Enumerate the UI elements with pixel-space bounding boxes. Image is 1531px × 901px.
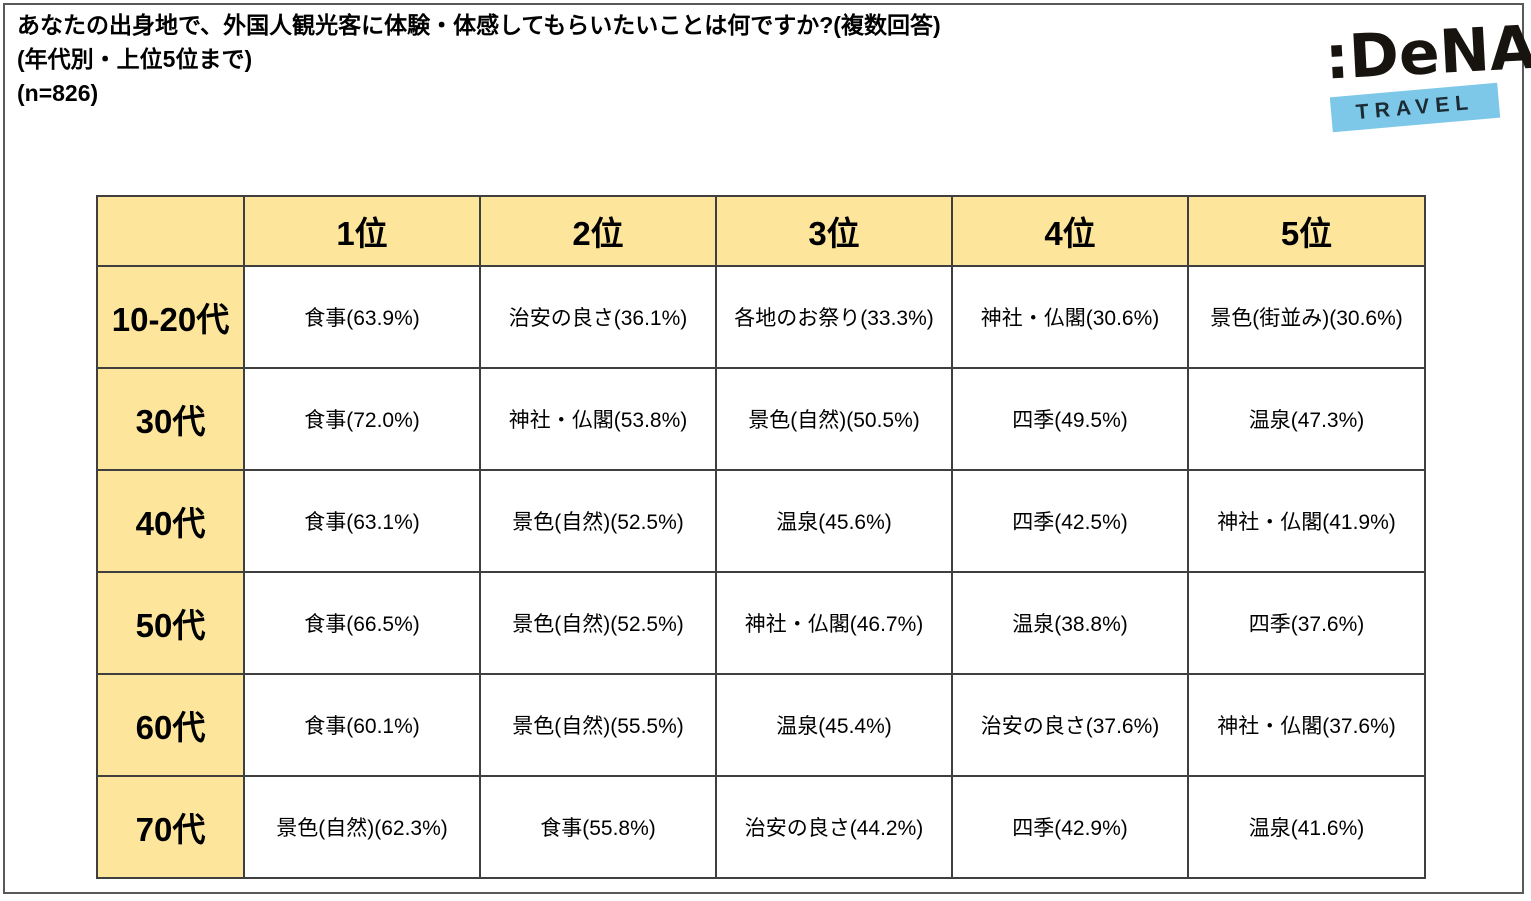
rank-cell: 温泉(45.6%) xyxy=(715,469,953,573)
table-row: 70代 景色(自然)(62.3%) 食事(55.8%) 治安の良さ(44.2%)… xyxy=(96,775,1426,879)
title-block: あなたの出身地で、外国人観光客に体験・体感してもらいたいことは何ですか?(複数回… xyxy=(17,8,941,110)
rank-cell: 治安の良さ(37.6%) xyxy=(951,673,1189,777)
rank-cell: 景色(街並み)(30.6%) xyxy=(1187,265,1426,369)
rank-cell: 四季(37.6%) xyxy=(1187,571,1426,675)
rank-cell: 食事(55.8%) xyxy=(479,775,717,879)
rank-cell: 景色(自然)(62.3%) xyxy=(243,775,481,879)
rank-cell: 四季(49.5%) xyxy=(951,367,1189,471)
rank-column-header: 4位 xyxy=(951,195,1189,267)
rank-cell: 食事(72.0%) xyxy=(243,367,481,471)
rank-cell: 神社・仏閣(53.8%) xyxy=(479,367,717,471)
page-frame xyxy=(3,3,1524,894)
rank-cell: 食事(60.1%) xyxy=(243,673,481,777)
dena-logo-text: :DeNA xyxy=(1323,12,1531,94)
rank-cell: 治安の良さ(36.1%) xyxy=(479,265,717,369)
age-group-header: 40代 xyxy=(96,469,245,573)
rank-cell: 食事(66.5%) xyxy=(243,571,481,675)
table-row: 40代 食事(63.1%) 景色(自然)(52.5%) 温泉(45.6%) 四季… xyxy=(96,469,1426,573)
rank-cell: 食事(63.1%) xyxy=(243,469,481,573)
table-row: 50代 食事(66.5%) 景色(自然)(52.5%) 神社・仏閣(46.7%)… xyxy=(96,571,1426,675)
rank-column-header: 5位 xyxy=(1187,195,1426,267)
survey-table: 1位 2位 3位 4位 5位 10-20代 食事(63.9%) 治安の良さ(36… xyxy=(96,195,1426,879)
corner-cell xyxy=(96,195,245,267)
rank-cell: 温泉(47.3%) xyxy=(1187,367,1426,471)
rank-cell: 神社・仏閣(46.7%) xyxy=(715,571,953,675)
age-group-header: 50代 xyxy=(96,571,245,675)
rank-cell: 神社・仏閣(30.6%) xyxy=(951,265,1189,369)
rank-cell: 景色(自然)(52.5%) xyxy=(479,571,717,675)
rank-column-header: 3位 xyxy=(715,195,953,267)
table-header-row: 1位 2位 3位 4位 5位 xyxy=(96,195,1426,267)
rank-cell: 神社・仏閣(37.6%) xyxy=(1187,673,1426,777)
rank-cell: 景色(自然)(52.5%) xyxy=(479,469,717,573)
age-group-header: 60代 xyxy=(96,673,245,777)
age-group-header: 10-20代 xyxy=(96,265,245,369)
rank-column-header: 1位 xyxy=(243,195,481,267)
rank-cell: 四季(42.5%) xyxy=(951,469,1189,573)
survey-question: あなたの出身地で、外国人観光客に体験・体感してもらいたいことは何ですか?(複数回… xyxy=(17,12,941,38)
age-group-header: 30代 xyxy=(96,367,245,471)
rank-cell: 四季(42.9%) xyxy=(951,775,1189,879)
rank-cell: 治安の良さ(44.2%) xyxy=(715,775,953,879)
sample-size: (n=826) xyxy=(17,80,99,106)
rank-cell: 温泉(38.8%) xyxy=(951,571,1189,675)
survey-subtitle: (年代別・上位5位まで) xyxy=(17,46,253,72)
rank-cell: 各地のお祭り(33.3%) xyxy=(715,265,953,369)
table-row: 10-20代 食事(63.9%) 治安の良さ(36.1%) 各地のお祭り(33.… xyxy=(96,265,1426,369)
table-row: 60代 食事(60.1%) 景色(自然)(55.5%) 温泉(45.4%) 治安… xyxy=(96,673,1426,777)
rank-cell: 神社・仏閣(41.9%) xyxy=(1187,469,1426,573)
age-group-header: 70代 xyxy=(96,775,245,879)
rank-cell: 景色(自然)(55.5%) xyxy=(479,673,717,777)
rank-cell: 景色(自然)(50.5%) xyxy=(715,367,953,471)
rank-cell: 温泉(41.6%) xyxy=(1187,775,1426,879)
rank-cell: 温泉(45.4%) xyxy=(715,673,953,777)
dena-travel-logo: :DeNA TRAVEL xyxy=(1323,13,1531,133)
rank-column-header: 2位 xyxy=(479,195,717,267)
table-row: 30代 食事(72.0%) 神社・仏閣(53.8%) 景色(自然)(50.5%)… xyxy=(96,367,1426,471)
rank-cell: 食事(63.9%) xyxy=(243,265,481,369)
